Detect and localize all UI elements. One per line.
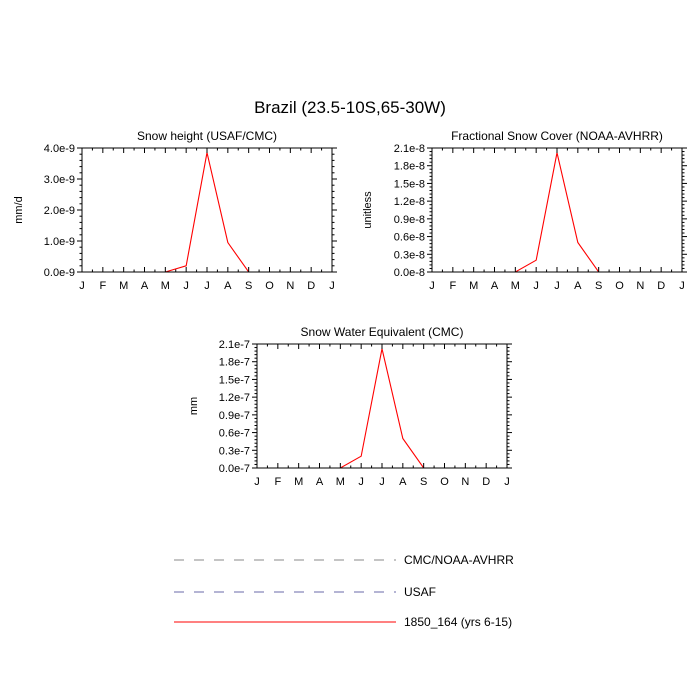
x-tick-label: A xyxy=(399,476,407,488)
chart-panel-2: Fractional Snow Cover (NOAA-AVHRR) unitle… xyxy=(362,129,687,292)
chart-panels: Snow height (USAF/CMC)mm/dJ F M A M J J A S O N D J0… xyxy=(13,129,687,488)
x-tick-label: J xyxy=(183,280,189,292)
y-tick-label: 4.0e-9 xyxy=(44,143,75,155)
x-tick-label: M xyxy=(469,280,478,292)
y-tick-label: 0.3e-8 xyxy=(394,249,425,261)
x-tick-label: J xyxy=(254,476,260,488)
legend-label: CMC/NOAA-AVHRR xyxy=(404,553,514,567)
plot-frame xyxy=(431,147,683,273)
plot-frame xyxy=(81,147,333,273)
x-tick-label: A xyxy=(574,280,582,292)
x-tick-label: D xyxy=(482,476,490,488)
x-tick-label: J xyxy=(679,280,685,292)
x-tick-label: J xyxy=(204,280,210,292)
x-tick-label: N xyxy=(286,280,294,292)
legend: CMC/NOAA-AVHRR USAF 1850_164 (yrs 6-15) xyxy=(174,553,514,629)
x-tick-label: F xyxy=(99,280,106,292)
x-tick-label: O xyxy=(615,280,624,292)
x-tick-label: A xyxy=(141,280,149,292)
x-tick-label: J xyxy=(79,280,85,292)
y-tick-label: 0.0e-8 xyxy=(394,267,425,279)
series-line-2 xyxy=(257,348,507,469)
x-tick-label: S xyxy=(420,476,427,488)
x-tick-label: O xyxy=(265,280,274,292)
x-tick-label: S xyxy=(245,280,252,292)
series-line-2 xyxy=(432,152,682,273)
y-tick-label: 1.5e-7 xyxy=(219,374,250,386)
x-tick-label: J xyxy=(358,476,364,488)
x-tick-label: F xyxy=(449,280,456,292)
figure-title: Brazil (23.5-10S,65-30W) xyxy=(254,98,446,117)
x-tick-label: F xyxy=(274,476,281,488)
x-tick-label: J xyxy=(533,280,539,292)
y-tick-label: 1.0e-9 xyxy=(44,236,75,248)
x-tick-label: A xyxy=(224,280,232,292)
panel-title: Fractional Snow Cover (NOAA-AVHRR) xyxy=(451,129,663,143)
y-tick-label: 0.6e-7 xyxy=(219,428,250,440)
y-tick-label: 0.0e-9 xyxy=(44,267,75,279)
panel-title: Snow Water Equivalent (CMC) xyxy=(301,325,464,339)
y-tick-label: 1.5e-8 xyxy=(394,178,425,190)
chart-panel-3: Snow Water Equivalent (CMC)mmJ F M A M J J A S O N… xyxy=(188,325,512,488)
x-tick-label: S xyxy=(595,280,602,292)
y-tick-label: 0.6e-8 xyxy=(394,232,425,244)
y-tick-label: 0.0e-7 xyxy=(219,463,250,475)
x-tick-label: O xyxy=(440,476,449,488)
x-tick-label: J xyxy=(429,280,435,292)
y-tick-label: 1.8e-8 xyxy=(394,161,425,173)
y-tick-label: 2.1e-7 xyxy=(219,339,250,351)
y-tick-label: 2.1e-8 xyxy=(394,143,425,155)
y-tick-label: 1.2e-8 xyxy=(394,196,425,208)
y-tick-label: 0.3e-7 xyxy=(219,445,250,457)
y-tick-label: 1.8e-7 xyxy=(219,357,250,369)
x-tick-label: N xyxy=(461,476,469,488)
plot-frame xyxy=(256,343,508,469)
y-axis-label: unitless xyxy=(362,191,374,229)
chart-panel-1: Snow height (USAF/CMC)mm/dJ F M A M J J A S O N D J0… xyxy=(13,129,337,292)
x-tick-label: A xyxy=(316,476,324,488)
x-tick-label: J xyxy=(504,476,510,488)
series-line-2 xyxy=(82,152,332,273)
x-tick-label: J xyxy=(554,280,560,292)
x-tick-label: J xyxy=(329,280,335,292)
y-tick-label: 0.9e-8 xyxy=(394,214,425,226)
x-tick-label: M xyxy=(119,280,128,292)
y-axis-label: mm/d xyxy=(13,196,25,224)
y-axis-label: mm xyxy=(188,397,200,415)
panel-title: Snow height (USAF/CMC) xyxy=(137,129,277,143)
x-tick-label: M xyxy=(161,280,170,292)
x-tick-label: D xyxy=(657,280,665,292)
x-tick-label: N xyxy=(636,280,644,292)
y-tick-label: 0.9e-7 xyxy=(219,410,250,422)
x-tick-label: D xyxy=(307,280,315,292)
x-tick-label: M xyxy=(336,476,345,488)
x-tick-label: M xyxy=(511,280,520,292)
x-tick-label: J xyxy=(379,476,385,488)
x-tick-label: M xyxy=(294,476,303,488)
y-tick-label: 3.0e-9 xyxy=(44,174,75,186)
y-tick-label: 1.2e-7 xyxy=(219,392,250,404)
x-tick-label: A xyxy=(491,280,499,292)
legend-label: USAF xyxy=(404,585,436,599)
y-tick-label: 2.0e-9 xyxy=(44,205,75,217)
legend-label: 1850_164 (yrs 6-15) xyxy=(404,615,512,629)
